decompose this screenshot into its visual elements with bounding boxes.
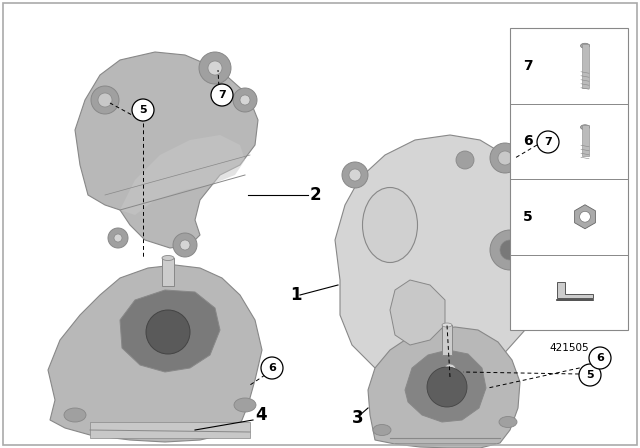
Text: 3: 3 bbox=[352, 409, 364, 427]
Circle shape bbox=[132, 99, 154, 121]
Ellipse shape bbox=[442, 323, 452, 327]
Circle shape bbox=[98, 93, 112, 107]
Bar bbox=[90, 422, 250, 438]
Text: 6: 6 bbox=[268, 363, 276, 373]
Circle shape bbox=[456, 151, 474, 169]
Circle shape bbox=[114, 234, 122, 242]
Polygon shape bbox=[390, 280, 445, 345]
Bar bbox=[510, 28, 628, 330]
Ellipse shape bbox=[362, 188, 417, 263]
Circle shape bbox=[490, 230, 530, 270]
Polygon shape bbox=[120, 290, 220, 372]
Text: 2: 2 bbox=[310, 186, 322, 204]
Polygon shape bbox=[48, 265, 262, 442]
Circle shape bbox=[233, 88, 257, 112]
Polygon shape bbox=[75, 52, 258, 248]
Polygon shape bbox=[368, 327, 520, 448]
Circle shape bbox=[240, 95, 250, 105]
Text: 421505: 421505 bbox=[549, 343, 589, 353]
Ellipse shape bbox=[580, 125, 589, 130]
Circle shape bbox=[180, 240, 190, 250]
Circle shape bbox=[498, 151, 512, 165]
Ellipse shape bbox=[64, 408, 86, 422]
Text: 7: 7 bbox=[523, 59, 533, 73]
Ellipse shape bbox=[162, 255, 174, 260]
Polygon shape bbox=[120, 135, 245, 215]
Ellipse shape bbox=[373, 425, 391, 435]
Ellipse shape bbox=[580, 43, 589, 48]
Circle shape bbox=[208, 61, 222, 75]
Circle shape bbox=[146, 310, 190, 354]
Circle shape bbox=[437, 357, 463, 383]
Circle shape bbox=[580, 211, 590, 222]
Text: 7: 7 bbox=[218, 90, 226, 100]
Polygon shape bbox=[575, 205, 595, 229]
Circle shape bbox=[589, 347, 611, 369]
Text: 7: 7 bbox=[544, 137, 552, 147]
Text: 1: 1 bbox=[290, 286, 301, 304]
Circle shape bbox=[91, 86, 119, 114]
Circle shape bbox=[490, 143, 520, 173]
Polygon shape bbox=[405, 350, 486, 422]
Circle shape bbox=[261, 357, 283, 379]
Circle shape bbox=[444, 364, 456, 376]
Text: 5: 5 bbox=[586, 370, 594, 380]
Circle shape bbox=[579, 364, 601, 386]
Text: 5: 5 bbox=[139, 105, 147, 115]
Text: 6: 6 bbox=[523, 134, 533, 148]
Polygon shape bbox=[557, 282, 593, 298]
Ellipse shape bbox=[499, 417, 517, 427]
Bar bbox=[442, 325, 452, 355]
Text: 6: 6 bbox=[596, 353, 604, 363]
Ellipse shape bbox=[234, 398, 256, 412]
Text: 5: 5 bbox=[523, 210, 533, 224]
Bar bbox=[162, 258, 174, 286]
Circle shape bbox=[500, 240, 520, 260]
Circle shape bbox=[342, 162, 368, 188]
Circle shape bbox=[199, 52, 231, 84]
Bar bbox=[582, 44, 589, 88]
Text: 4: 4 bbox=[255, 406, 267, 424]
Circle shape bbox=[108, 228, 128, 248]
Circle shape bbox=[537, 131, 559, 153]
Circle shape bbox=[349, 169, 361, 181]
Circle shape bbox=[427, 367, 467, 407]
Circle shape bbox=[173, 233, 197, 257]
Polygon shape bbox=[335, 135, 545, 385]
Bar bbox=[582, 125, 589, 156]
Circle shape bbox=[211, 84, 233, 106]
